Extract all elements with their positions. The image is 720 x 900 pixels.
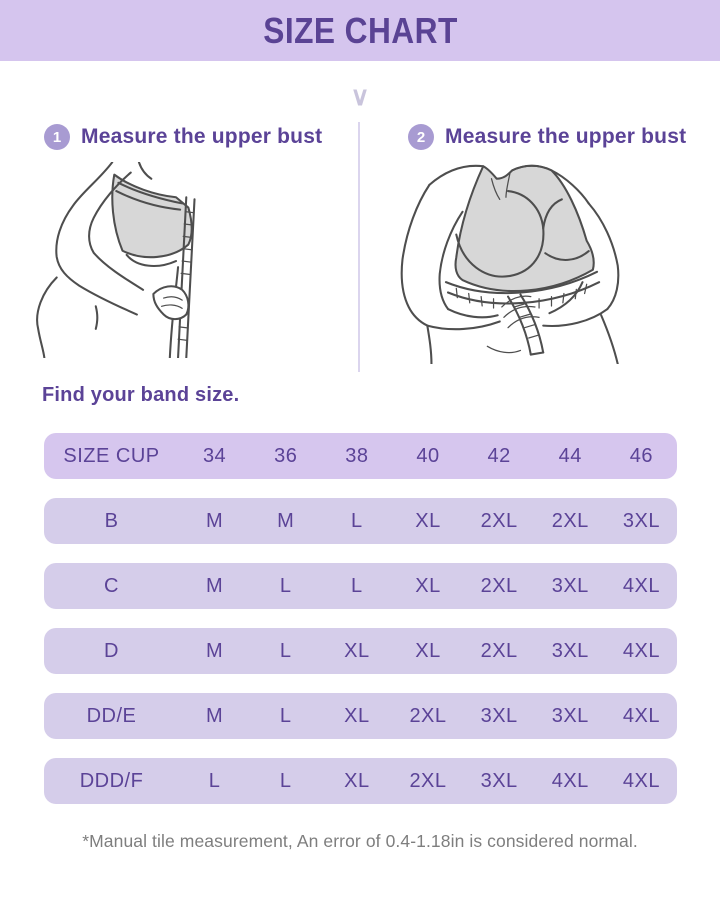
column-header-size-cup: SIZE CUP <box>63 445 160 467</box>
size-cell: 3XL <box>551 640 589 662</box>
step-1-header: 1 Measure the upper bust <box>0 122 358 152</box>
size-cell: L <box>279 575 292 597</box>
size-cell: 4XL <box>622 770 660 792</box>
cup-label: DD/E <box>86 705 137 727</box>
size-cell: 3XL <box>480 770 518 792</box>
size-table-row-b: B M M L XL 2XL 2XL 3XL <box>44 498 677 544</box>
column-header-band-36: 36 <box>274 445 298 467</box>
size-cell: 2XL <box>551 510 589 532</box>
size-cell: 2XL <box>480 640 518 662</box>
size-cell: 2XL <box>480 510 518 532</box>
size-table-row-d: D M L XL XL 2XL 3XL 4XL <box>44 628 677 674</box>
column-header-band-38: 38 <box>345 445 369 467</box>
size-cell: 3XL <box>622 510 660 532</box>
column-header-band-34: 34 <box>202 445 227 467</box>
column-header-band-42: 42 <box>487 445 511 467</box>
cup-label: DDD/F <box>79 770 144 792</box>
size-cell: 2XL <box>409 705 447 727</box>
size-cell: 4XL <box>622 705 660 727</box>
measure-side-illustration <box>32 161 358 363</box>
size-table: SIZE CUP 34 36 38 40 42 44 46 B M M L XL… <box>44 433 677 804</box>
size-table-header-row: SIZE CUP 34 36 38 40 42 44 46 <box>44 433 677 479</box>
size-cell: L <box>351 510 363 532</box>
size-cell: 3XL <box>551 575 589 597</box>
measure-front-illustration <box>388 162 720 369</box>
cup-label: D <box>104 640 119 662</box>
cup-label: C <box>104 575 119 597</box>
step-1-section: 1 Measure the upper bust <box>0 122 360 372</box>
size-cell: 3XL <box>480 705 518 727</box>
size-cell: M <box>205 640 224 662</box>
size-cell: 4XL <box>551 770 589 792</box>
size-cell: M <box>205 575 224 597</box>
find-band-size-title: Find your band size. <box>42 384 240 406</box>
size-cell: XL <box>415 575 441 597</box>
size-table-row-ddd-f: DDD/F L L XL 2XL 3XL 4XL 4XL <box>44 758 677 804</box>
page-title: SIZE CHART <box>262 9 458 51</box>
measurement-disclaimer: *Manual tile measurement, An error of 0.… <box>82 831 638 851</box>
size-chart-banner: SIZE CHART <box>0 0 720 61</box>
column-header-band-40: 40 <box>416 445 440 467</box>
size-cell: XL <box>344 770 370 792</box>
step-1-number-badge: 1 <box>44 124 70 150</box>
size-cell: L <box>279 705 292 727</box>
step-1-label: Measure the upper bust <box>81 125 323 148</box>
size-cell: L <box>208 770 221 792</box>
cup-label: B <box>104 510 119 532</box>
size-cell: XL <box>415 510 441 532</box>
step-2-header: 2 Measure the upper bust <box>360 122 720 152</box>
size-cell: L <box>279 640 292 662</box>
size-cell: M <box>205 705 224 727</box>
size-cell: 2XL <box>409 770 447 792</box>
size-cell: L <box>351 575 363 597</box>
step-2-section: 2 Measure the upper bust <box>360 122 720 372</box>
size-cell: M <box>277 510 295 532</box>
size-cell: XL <box>415 640 441 662</box>
column-header-band-44: 44 <box>558 445 582 467</box>
size-cell: L <box>279 770 292 792</box>
size-cell: XL <box>344 705 370 727</box>
size-table-row-dd-e: DD/E M L XL 2XL 3XL 3XL 4XL <box>44 693 677 739</box>
step-2-number-badge: 2 <box>408 124 434 150</box>
size-cell: 4XL <box>622 575 660 597</box>
size-cell: 2XL <box>480 575 518 597</box>
chevron-down-icon: ∨ <box>350 81 370 111</box>
size-cell: 3XL <box>551 705 589 727</box>
size-table-row-c: C M L L XL 2XL 3XL 4XL <box>44 563 677 609</box>
size-cell: 4XL <box>622 640 660 662</box>
size-cell: XL <box>344 640 370 662</box>
measure-steps: 1 Measure the upper bust <box>0 122 720 372</box>
column-header-band-46: 46 <box>629 445 654 467</box>
size-cell: M <box>205 510 224 532</box>
step-2-label: Measure the upper bust <box>445 125 687 148</box>
